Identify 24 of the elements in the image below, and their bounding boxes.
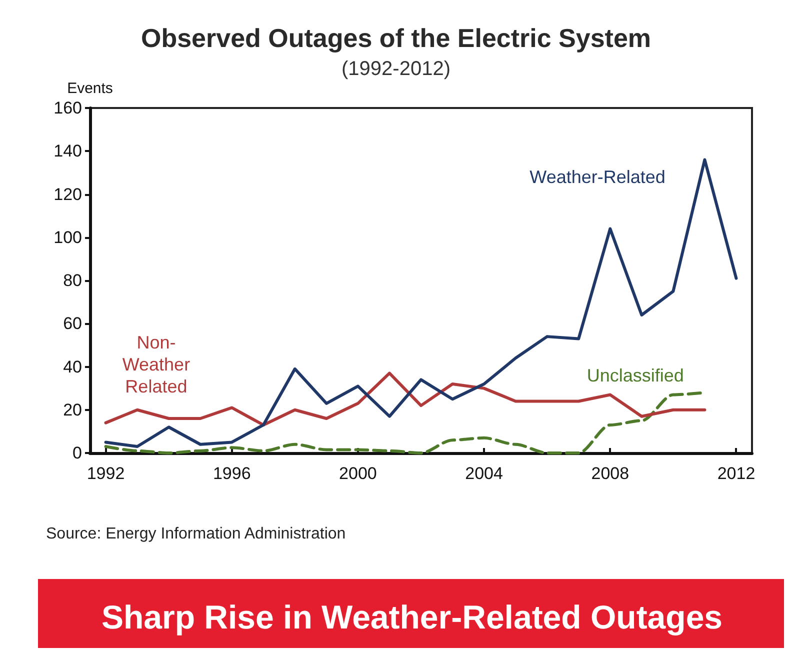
y-tick-label: 0 bbox=[72, 444, 82, 462]
source-note: Source: Energy Information Administration bbox=[46, 526, 346, 542]
y-tick-label: 160 bbox=[54, 98, 82, 118]
series-label: Weather-Related bbox=[530, 167, 666, 187]
y-tick-label: 120 bbox=[54, 184, 82, 204]
line-series bbox=[104, 158, 738, 448]
y-tick-label: 20 bbox=[63, 400, 82, 420]
series-label: Unclassified bbox=[586, 365, 684, 386]
y-tick-label: 60 bbox=[63, 314, 82, 334]
y-tick-label: 140 bbox=[54, 142, 82, 161]
chart-title: Observed Outages of the Electric System bbox=[140, 23, 652, 53]
x-tick-label: 2000 bbox=[339, 464, 377, 483]
x-tick-label: 2004 bbox=[465, 464, 503, 483]
y-tick-label: 80 bbox=[63, 271, 82, 290]
x-tick-label: 2012 bbox=[717, 464, 756, 483]
x-tick-label: 1992 bbox=[86, 464, 125, 483]
y-tick-label: 40 bbox=[63, 357, 82, 376]
x-tick-label: 2008 bbox=[591, 464, 630, 483]
chart-subtitle: (1992-2012) bbox=[342, 58, 450, 80]
y-axis-title: Events bbox=[67, 80, 113, 97]
text: Sharp Rise in Weather-Related Outages bbox=[101, 598, 723, 636]
x-tick-label: 1996 bbox=[212, 464, 251, 483]
y-tick-label: 100 bbox=[54, 228, 82, 247]
series-label: Non- Weather Related bbox=[122, 332, 190, 397]
